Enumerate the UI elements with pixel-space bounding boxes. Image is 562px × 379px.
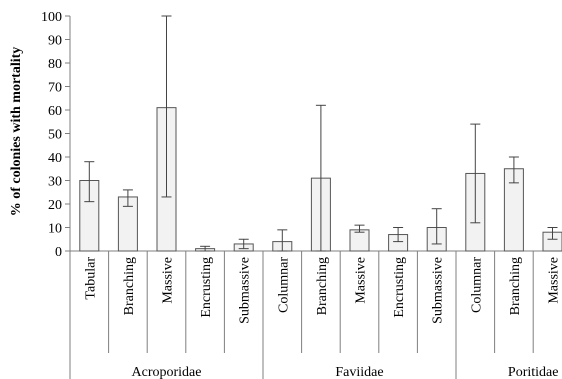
y-tick-label: 100	[41, 10, 62, 25]
x-category-label: Tabular	[83, 257, 98, 300]
x-category-label: Submassive	[431, 257, 446, 324]
x-category-label: Encrusting	[199, 257, 214, 318]
x-group-labels: Acroporidae Faviidae Poritidae	[69, 353, 559, 379]
x-category-label: Columnar	[276, 257, 291, 313]
x-category-label: Branching	[508, 257, 523, 315]
x-category-label: Massive	[161, 257, 176, 304]
x-category-label: Submassive	[238, 257, 253, 324]
x-category-label: Massive	[547, 257, 562, 304]
x-group-label: Faviidae	[335, 365, 383, 379]
y-tick-label: 10	[48, 222, 62, 237]
y-tick-label: 30	[48, 175, 62, 190]
x-category-label: Massive	[354, 257, 369, 304]
y-tick-label: 50	[48, 128, 62, 143]
y-tick-label: 40	[48, 151, 62, 166]
x-category-labels: Tabular Branching Massive Encrusting Submass…	[83, 257, 562, 324]
y-tick-label: 70	[48, 81, 62, 96]
x-group-label: Poritidae	[508, 365, 559, 379]
error-bars	[84, 15, 558, 252]
y-tick-label: 60	[48, 104, 62, 119]
y-axis-title: % of colonies with mortality	[9, 47, 24, 217]
bar	[349, 229, 370, 252]
y-tick-label: 80	[48, 57, 62, 72]
y-axis-ticks: 0 10 20 30 40 50 60 70 80 90 100	[41, 10, 70, 260]
y-tick-label: 90	[48, 34, 62, 49]
x-category-label: Branching	[315, 257, 330, 315]
y-tick-label: 20	[48, 198, 62, 213]
x-category-label: Encrusting	[392, 257, 407, 318]
x-category-label: Branching	[122, 257, 137, 315]
x-category-label: Columnar	[469, 257, 484, 313]
y-tick-label: 0	[55, 245, 62, 260]
bars	[79, 107, 562, 252]
x-group-label: Acroporidae	[132, 365, 202, 379]
